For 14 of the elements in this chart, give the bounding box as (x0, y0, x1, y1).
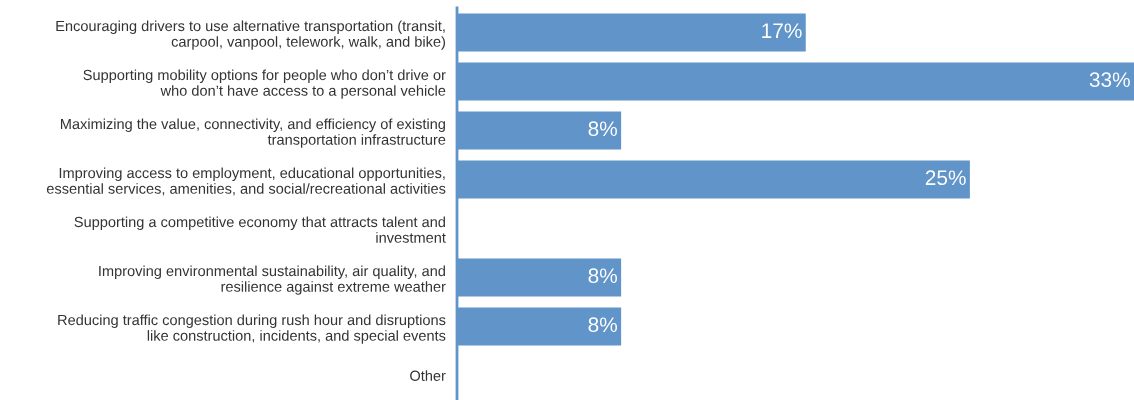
y-tick-label: Improving access to employment, educational opportunities, essential services, amenities, and social/recreational activities (46, 167, 446, 196)
data-label: 8% (588, 268, 617, 284)
data-label: 8% (588, 121, 617, 137)
y-tick-label: Other (410, 370, 446, 381)
data-label: 17% (762, 23, 802, 39)
data-label: 33% (1089, 72, 1130, 88)
data-label: 25% (925, 170, 966, 186)
y-tick-label: Supporting a competitive economy that attracts talent and investment (74, 216, 446, 243)
y-tick-label: Improving environmental sustainability, air quality, and resilience against extreme weather (99, 265, 446, 295)
y-tick-label: Reducing traffic congestion during rush hour and disruptions like construction, incidents, and special events (58, 314, 446, 344)
y-tick-label: Supporting mobility options for people who don’t drive or who don’t have access to a personal vehicle (83, 69, 446, 99)
data-label: 8% (588, 317, 617, 333)
y-tick-label: Maximizing the value, connectivity, and efficiency of existing transportation infrastructure (60, 118, 446, 148)
y-tick-label: Encouraging drivers to use alternative transportation (transit, carpool, vanpool, telework, walk, and bike) (56, 20, 445, 50)
